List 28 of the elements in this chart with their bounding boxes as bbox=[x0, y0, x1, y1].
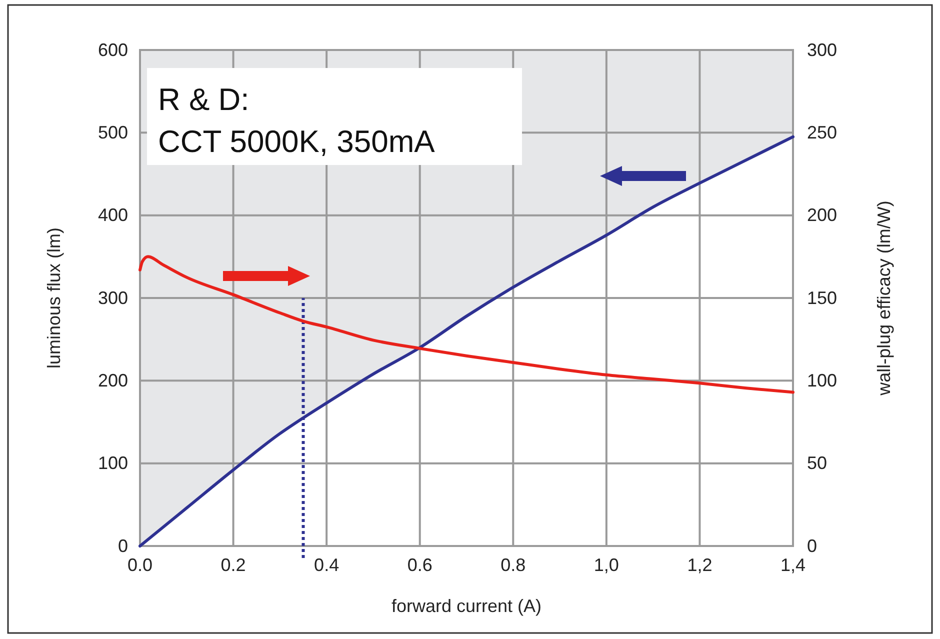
x-tick-label: 1,4 bbox=[780, 554, 806, 575]
annotation: CCT 5000K, 350mA bbox=[158, 124, 436, 159]
annotation: R & D: bbox=[158, 82, 250, 117]
x-tick-label: 0.6 bbox=[407, 554, 432, 575]
x-tick-label: 1,0 bbox=[594, 554, 619, 575]
y-tick-label: 600 bbox=[98, 40, 128, 60]
y2-tick-label: 200 bbox=[807, 205, 838, 226]
x-tick-label: 1,2 bbox=[687, 554, 712, 575]
x-tick-label: 0.2 bbox=[220, 554, 246, 575]
x-tick-label: 0.8 bbox=[500, 554, 526, 575]
y-axis-title: luminous flux (lm) bbox=[44, 227, 64, 369]
y2-tick-label: 0 bbox=[807, 536, 818, 556]
y2-axis-title: wall-plug efficacy (lm/W) bbox=[874, 200, 894, 396]
y2-tick-label: 50 bbox=[807, 453, 828, 474]
x-axis-title: forward current (A) bbox=[391, 596, 542, 616]
y2-tick-label: 150 bbox=[807, 288, 838, 308]
y2-tick-label: 100 bbox=[807, 370, 838, 390]
y-tick-label: 400 bbox=[98, 205, 128, 226]
y-tick-label: 100 bbox=[98, 453, 128, 474]
y-tick-label: 200 bbox=[98, 370, 128, 390]
y2-tick-label: 300 bbox=[807, 40, 838, 60]
y-tick-label: 500 bbox=[98, 122, 128, 142]
x-tick-label: 0.4 bbox=[314, 554, 340, 575]
y-tick-label: 300 bbox=[98, 288, 128, 308]
x-tick-label: 0.0 bbox=[127, 554, 153, 575]
y2-tick-label: 250 bbox=[807, 122, 838, 142]
y-tick-label: 0 bbox=[118, 536, 128, 556]
line-series bbox=[138, 255, 794, 394]
